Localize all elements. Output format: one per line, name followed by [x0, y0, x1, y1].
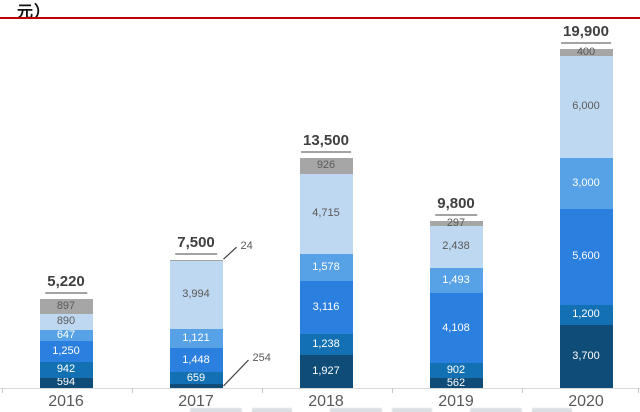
bar-segment-blue: 1,448: [169, 347, 223, 373]
bar-segment-medium-blue: 3,000: [559, 158, 613, 210]
segment-value-label: 926: [316, 159, 336, 172]
bar-segment-blue: 4,108: [429, 293, 483, 364]
year-label: 2020: [568, 393, 604, 410]
year-label: 2016: [48, 393, 84, 410]
total-label: 7,500: [175, 235, 217, 255]
segment-value-label: 1,493: [442, 273, 470, 286]
segment-value-label: 647: [56, 328, 76, 341]
bar-segment-medium-blue: 1,578: [299, 254, 353, 281]
axis-tick: [522, 388, 523, 393]
year-label: 2018: [308, 393, 344, 410]
year-label: 2017: [178, 393, 214, 410]
segment-value-label: 594: [56, 376, 76, 389]
segment-value-label: 1,238: [312, 338, 340, 351]
axis-tick: [638, 388, 639, 393]
legend-cutoff-fragment: [392, 408, 432, 412]
axis-tick: [132, 388, 133, 393]
bar-segment-medium-blue: 1,493: [429, 267, 483, 294]
segment-value-label: 3,000: [572, 177, 600, 190]
segment-value-label: 297: [446, 217, 466, 230]
segment-value-label: 1,250: [52, 344, 80, 357]
total-label: 13,500: [301, 132, 351, 153]
bar-segment-light-blue: 4,715: [299, 173, 353, 255]
bar-segment-navy: [169, 383, 223, 388]
segment-value-label: 942: [56, 363, 76, 376]
segment-value-label: 5,600: [572, 250, 600, 263]
bar-segment-medium-blue: 1,121: [169, 328, 223, 348]
bar-segment-dark-blue: 1,200: [559, 304, 613, 325]
segment-value-label: 1,200: [572, 308, 600, 321]
bar-segment-blue: 5,600: [559, 209, 613, 305]
segment-value-label: 897: [56, 300, 76, 313]
bar-segment-dark-blue: 1,238: [299, 334, 353, 356]
legend-cutoff-fragment: [532, 408, 572, 412]
bar-segment-light-blue: 3,994: [169, 260, 223, 329]
bar-segment-blue: 1,250: [39, 340, 93, 362]
axis-tick: [262, 388, 263, 393]
leader-line: [223, 246, 237, 260]
annotation-label: 24: [240, 240, 253, 253]
segment-value-label: 4,108: [442, 321, 470, 334]
segment-value-label: 1,121: [182, 331, 210, 344]
bar-segment-gray: 897: [39, 299, 93, 315]
bar-segment-light-blue: 6,000: [559, 55, 613, 159]
bar-segment-gray: 926: [299, 158, 353, 174]
bar-segment-dark-blue: 659: [169, 371, 223, 384]
segment-value-label: 6,000: [572, 100, 600, 113]
x-axis-line: [0, 388, 640, 389]
segment-value-label: 3,700: [572, 349, 600, 362]
legend-cutoff-fragment: [190, 408, 242, 412]
bar-segment-navy: 3,700: [559, 324, 613, 388]
segment-value-label: 659: [186, 371, 206, 384]
bar-segment-navy: 594: [39, 376, 93, 389]
bar-segment-medium-blue: 647: [39, 328, 93, 341]
legend-cutoff-fragment: [252, 408, 292, 412]
bar-segment-gray: 400: [559, 45, 613, 58]
total-label: 9,800: [435, 196, 477, 216]
annotation-label: 254: [252, 352, 271, 364]
bar-segment-navy: 562: [429, 376, 483, 389]
bar-segment-gray: 297: [429, 217, 483, 230]
bar-segment-blue: 3,116: [299, 281, 353, 335]
chart-title-fragment: 元）: [17, 4, 52, 21]
segment-value-label: 1,927: [312, 365, 340, 378]
segment-value-label: 890: [56, 315, 76, 328]
legend-cutoff-fragment: [330, 408, 382, 412]
segment-value-label: 4,715: [312, 207, 340, 220]
bar-segment-dark-blue: 902: [429, 363, 483, 379]
segment-value-label: 1,578: [312, 261, 340, 274]
segment-value-label: 400: [576, 45, 596, 58]
bar-segment-light-blue: 2,438: [429, 226, 483, 268]
segment-value-label: 3,116: [312, 301, 340, 314]
segment-value-label: 1,448: [182, 353, 210, 366]
axis-tick: [392, 388, 393, 393]
segment-value-label: 562: [446, 376, 466, 389]
total-label: 19,900: [561, 23, 611, 44]
bar-segment-dark-blue: 942: [39, 361, 93, 378]
header-rule: [0, 17, 640, 19]
bar-segment-light-blue: 890: [39, 314, 93, 330]
axis-tick: [2, 388, 3, 393]
segment-value-label: 902: [446, 364, 466, 377]
total-label: 5,220: [45, 274, 87, 294]
leader-line: [223, 359, 249, 387]
segment-value-label: 2,438: [442, 240, 470, 253]
bar-segment-navy: 1,927: [299, 355, 353, 388]
legend-cutoff-fragment: [470, 408, 522, 412]
segment-value-label: 3,994: [182, 288, 210, 301]
year-label: 2019: [438, 393, 474, 410]
